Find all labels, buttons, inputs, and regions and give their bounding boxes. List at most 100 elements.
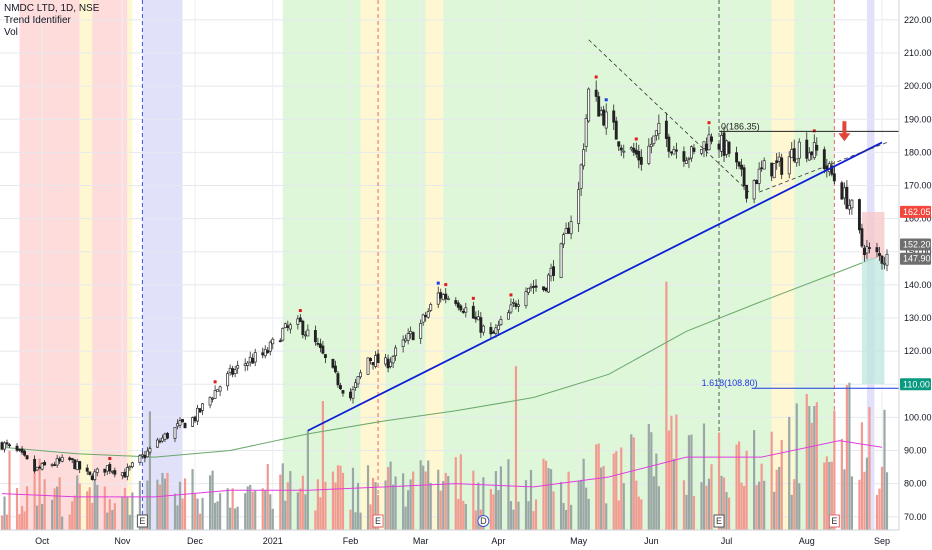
fib-level-label: 0(186.35) <box>721 121 760 131</box>
candle-body <box>474 316 478 320</box>
candle-body <box>770 162 774 177</box>
price-tag: 147.90 <box>900 252 931 265</box>
volume-bar <box>20 506 24 530</box>
volume-bar <box>161 472 164 530</box>
candle-body <box>790 149 794 159</box>
candle-body <box>0 442 4 450</box>
volume-bar <box>517 501 520 530</box>
volume-bar <box>858 479 861 530</box>
volume-bar <box>549 469 553 530</box>
candle-body <box>717 143 721 150</box>
candle-body <box>374 355 378 367</box>
volume-bar <box>702 423 706 530</box>
candle-body <box>446 298 450 300</box>
candle-body <box>386 358 390 369</box>
volume-bar <box>236 506 239 530</box>
volume-bar <box>111 509 114 530</box>
candle-body <box>313 330 317 343</box>
candle-body <box>233 369 237 374</box>
volume-bar <box>33 472 36 530</box>
candle-body <box>810 151 814 156</box>
candle-body <box>286 325 290 328</box>
volume-bar <box>76 475 79 530</box>
price-tag-bg <box>900 252 931 265</box>
volume-bar <box>600 467 603 530</box>
volume-bar <box>407 490 410 530</box>
candle-body <box>173 427 177 439</box>
volume-bar <box>670 415 673 530</box>
volume-bar <box>254 490 257 530</box>
volume-bar <box>73 495 76 530</box>
volume-bar <box>359 512 362 530</box>
volume-bar <box>878 488 881 530</box>
candle-body <box>471 305 475 319</box>
volume-bar <box>339 465 342 530</box>
volume-bar <box>246 486 249 530</box>
candle-body <box>755 179 759 185</box>
volume-bar <box>773 491 776 530</box>
y-tick-label: 170.00 <box>904 181 932 191</box>
candle-body <box>243 363 247 366</box>
candle-body <box>143 454 147 459</box>
volume-bar <box>690 434 693 530</box>
volume-bar <box>737 441 741 530</box>
volume-bar <box>850 476 853 530</box>
candle-body <box>797 141 801 159</box>
candle-body <box>95 468 99 473</box>
x-tick-label: Mar <box>413 536 429 546</box>
candle-body <box>389 361 393 367</box>
volume-bar <box>808 406 811 530</box>
candle-body <box>75 461 79 470</box>
grid-lines <box>0 0 899 530</box>
x-tick-label: Nov <box>114 536 131 546</box>
volume-bar <box>36 505 39 530</box>
candle-body <box>128 466 132 469</box>
volume-bar <box>121 497 124 530</box>
candle-body <box>120 472 124 476</box>
volume-bar <box>374 482 377 530</box>
volume-bar <box>760 463 763 530</box>
volume-bar <box>113 503 116 530</box>
x-tick-label: Sep <box>874 536 890 546</box>
volume-bar <box>5 514 9 530</box>
candle-body <box>664 120 668 139</box>
volume-bar <box>404 506 407 530</box>
volume-bar <box>514 366 518 530</box>
volume-bar <box>567 471 570 530</box>
trendline <box>307 141 883 432</box>
candle-body <box>105 465 109 472</box>
candle-body <box>599 110 603 115</box>
event-marker-label: E <box>139 516 145 526</box>
candle-body <box>40 463 44 470</box>
event-marker: E <box>828 514 840 528</box>
volume-bar <box>630 434 633 530</box>
volume-bar <box>863 471 866 530</box>
signal-dot <box>634 137 638 141</box>
volume-bar <box>740 482 743 530</box>
candle-body <box>604 111 608 129</box>
volume-bar <box>208 475 212 530</box>
volume-bar <box>524 480 528 530</box>
candle-body <box>847 205 851 210</box>
volume-bar <box>41 503 44 530</box>
candle-body <box>459 305 463 311</box>
y-tick-label: 100.00 <box>904 412 932 422</box>
volume-bar <box>459 454 462 530</box>
volume-bar <box>306 430 309 530</box>
position-target-zone <box>861 258 885 385</box>
volume-bar <box>685 494 688 530</box>
volume-bar <box>429 482 432 530</box>
y-tick-label: 160.00 <box>904 214 932 224</box>
candle-body <box>140 454 144 457</box>
volume-bar <box>885 472 889 530</box>
candle-body <box>684 160 688 164</box>
volume-bar <box>409 479 412 530</box>
volume-bar <box>655 453 658 530</box>
candle-body <box>318 343 322 348</box>
volume-bar <box>620 447 623 530</box>
volume-bar <box>93 476 96 530</box>
candle-body <box>50 464 54 467</box>
event-marker: E <box>136 514 148 528</box>
chart-legend: NMDC LTD, 1D, NSE Trend Identifier Vol <box>4 3 99 39</box>
